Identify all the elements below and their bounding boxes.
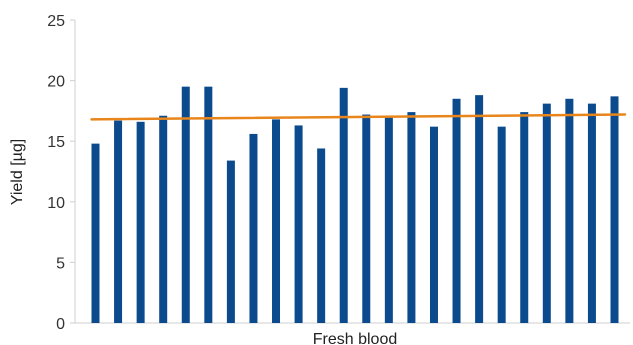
bar: [362, 114, 371, 323]
bar: [204, 86, 213, 323]
x-axis-label: Fresh blood: [313, 331, 398, 345]
bar: [272, 119, 281, 323]
bar: [249, 133, 258, 323]
y-tick-label: 25: [47, 13, 65, 30]
bar: [294, 125, 303, 323]
bar: [91, 143, 100, 323]
y-tick-label: 15: [47, 134, 65, 151]
bar: [520, 112, 529, 323]
bar: [339, 87, 348, 324]
bar: [159, 115, 168, 323]
y-tick-label: 20: [47, 74, 65, 91]
bar: [429, 126, 438, 323]
bar: [587, 103, 596, 323]
bar: [542, 103, 551, 323]
bar: [181, 86, 190, 323]
bar: [497, 126, 506, 323]
bar: [136, 121, 145, 323]
bar: [407, 112, 416, 323]
bars: [91, 86, 619, 324]
y-tick-label: 0: [56, 316, 65, 333]
bar: [475, 95, 484, 323]
bar: [384, 116, 393, 324]
trendline: [90, 113, 627, 121]
bar: [226, 160, 235, 323]
bar: [317, 148, 326, 323]
y-axis-label: Yield [µg]: [9, 139, 26, 205]
y-ticks: 0 5 10 15 20 25: [47, 13, 75, 333]
y-tick-label: 10: [47, 195, 65, 212]
bar: [565, 98, 574, 323]
y-tick-label: 5: [56, 255, 65, 272]
bar: [452, 98, 461, 323]
bar: [114, 120, 123, 323]
bar: [610, 96, 619, 323]
